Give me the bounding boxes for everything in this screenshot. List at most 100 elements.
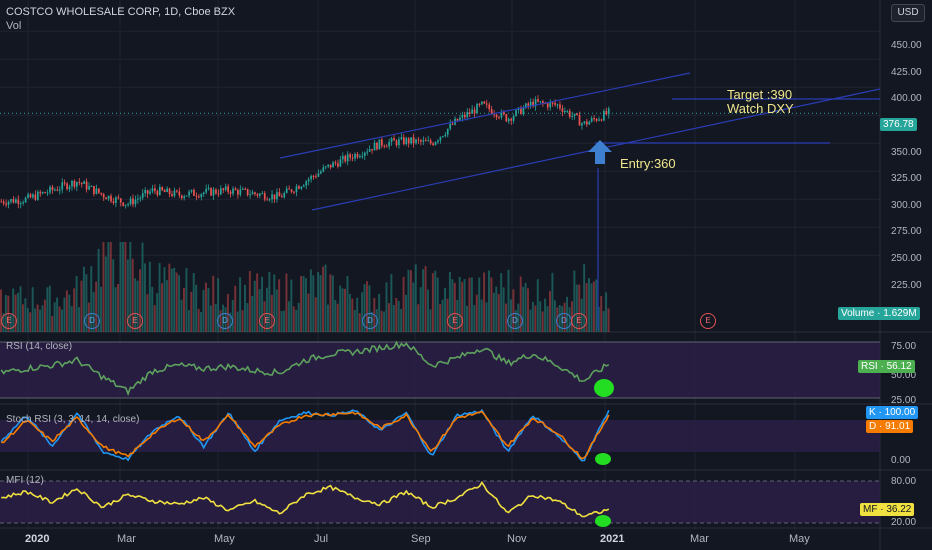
candle-body [278, 192, 281, 197]
earnings-event-icon[interactable]: E [571, 313, 587, 329]
earnings-event-icon[interactable]: E [1, 313, 17, 329]
volume-bar [541, 311, 544, 332]
candle-body [105, 197, 107, 200]
volume-bar [280, 311, 283, 332]
candle-body [485, 103, 488, 105]
dividend-event-icon[interactable]: D [362, 313, 378, 329]
candle-body [546, 103, 549, 108]
candle-body [466, 112, 469, 118]
volume-bar [102, 242, 105, 332]
price-axis-label: 300.00 [891, 200, 922, 211]
price-candles[interactable] [0, 95, 610, 209]
volume-bar [531, 301, 534, 332]
candle-body [605, 110, 608, 115]
earnings-event-icon[interactable]: E [700, 313, 716, 329]
volume-bar [392, 304, 395, 332]
candle-body [176, 190, 178, 192]
candle-body [390, 138, 393, 142]
candle-body [280, 196, 283, 198]
entry-arrow-icon [588, 140, 612, 164]
candle-body [556, 104, 559, 106]
volume-bar [490, 277, 493, 332]
candle-body [124, 204, 127, 206]
earnings-event-icon[interactable]: E [447, 313, 463, 329]
candle-body [183, 196, 186, 199]
candle-body [498, 117, 500, 119]
candle-body [393, 138, 395, 141]
trend-lines[interactable] [279, 72, 881, 330]
volume-bar [536, 279, 539, 332]
volume-bar [78, 307, 81, 332]
volume-bar [414, 264, 417, 332]
volume-bar [500, 273, 503, 332]
candle-body [429, 140, 432, 144]
watch-note: Watch DXY [727, 101, 794, 116]
volume-bar [283, 310, 285, 332]
volume-bar [190, 291, 193, 332]
volume-bar [131, 258, 134, 332]
candle-body [193, 189, 195, 196]
volume-bar [485, 302, 488, 332]
volume-bar [602, 311, 605, 332]
candle-body [412, 137, 415, 144]
volume-tag-value: 1.629M [883, 308, 917, 319]
candle-body [590, 118, 593, 122]
candle-body [451, 123, 454, 125]
price-axis-label: 350.00 [891, 147, 922, 158]
candle-body [7, 201, 10, 205]
earnings-event-icon[interactable]: E [259, 313, 275, 329]
candle-body [283, 192, 286, 198]
volume-bar [329, 274, 332, 332]
volume-bar [480, 299, 483, 332]
volume-bar [470, 277, 473, 332]
candle-body [146, 190, 149, 194]
currency-button[interactable]: USD [891, 4, 925, 22]
candle-body [188, 191, 190, 196]
volume-bar [268, 272, 271, 332]
volume-bar [200, 312, 203, 332]
candle-body [73, 180, 76, 187]
volume-bar [139, 269, 142, 332]
volume-bar [346, 275, 349, 332]
volume-bar [519, 276, 522, 332]
candle-body [427, 140, 430, 142]
time-axis-label: Sep [411, 533, 431, 545]
volume-bar [312, 275, 315, 332]
stoch-d-tag-label: D [869, 421, 877, 432]
candle-body [341, 155, 344, 160]
time-axis-label: Jul [314, 533, 329, 545]
volume-bar [246, 303, 249, 332]
volume-bar [178, 275, 181, 332]
candle-body [19, 203, 22, 205]
volume-bar [419, 287, 422, 332]
candle-body [76, 181, 78, 187]
dividend-event-icon[interactable]: D [556, 313, 572, 329]
dividend-event-icon[interactable]: D [507, 313, 523, 329]
volume-bar [107, 242, 110, 332]
volume-bar [285, 273, 288, 332]
candle-body [224, 186, 227, 190]
rsi-plot [0, 340, 610, 397]
volume-bar [19, 286, 22, 332]
candle-body [361, 155, 364, 157]
dividend-event-icon[interactable]: D [217, 313, 233, 329]
stoch-k-tag-value: 100.00 [884, 407, 916, 418]
candle-body [344, 155, 347, 162]
earnings-event-icon[interactable]: E [127, 313, 143, 329]
candle-body [549, 102, 552, 108]
candle-body [300, 186, 303, 189]
rsi-tag-value: 56.12 [886, 361, 912, 372]
volume-bar [326, 304, 329, 332]
price-axis-label: 450.00 [891, 40, 922, 51]
time-axis-label: May [214, 533, 235, 545]
dividend-event-icon[interactable]: D [84, 313, 100, 329]
volume-tag: Volume · 1.629M [838, 307, 920, 320]
candle-body [237, 190, 239, 195]
volume-bar [478, 277, 481, 332]
volume-bar [241, 310, 244, 332]
volume-bar [48, 285, 51, 332]
candle-body [566, 110, 569, 112]
candle-body [495, 114, 498, 118]
candle-body [68, 186, 71, 190]
